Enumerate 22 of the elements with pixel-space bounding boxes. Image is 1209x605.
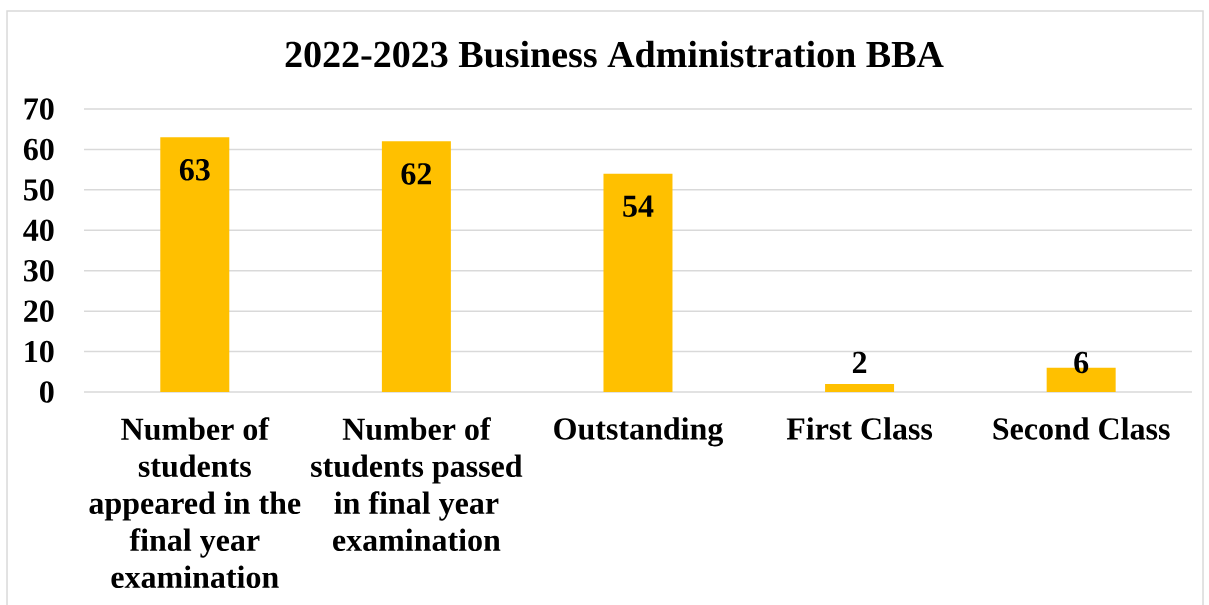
bar bbox=[603, 173, 673, 392]
y-tick-label: 60 bbox=[23, 138, 54, 161]
y-tick-label: 40 bbox=[23, 219, 54, 242]
x-tick-label: Outstanding bbox=[554, 417, 724, 447]
x-tick-label: Number of students passed in final year examination bbox=[311, 417, 523, 552]
x-tick-label: First Class bbox=[786, 417, 933, 440]
data-label: 63 bbox=[179, 159, 210, 181]
y-tick-label: 70 bbox=[24, 98, 54, 120]
y-tick-label: 50 bbox=[24, 179, 54, 201]
y-tick-label: 20 bbox=[24, 300, 54, 322]
bar bbox=[160, 137, 230, 392]
data-label: 62 bbox=[401, 163, 431, 185]
y-tick-label: 0 bbox=[40, 381, 54, 403]
data-label: 54 bbox=[623, 195, 654, 217]
data-label: 2 bbox=[852, 351, 867, 373]
x-tick-label: Number of students appeared in the final year examination bbox=[89, 417, 301, 589]
chart-title: 2022-2023 Business Administration BBA bbox=[285, 40, 944, 68]
x-tick-label: Second Class bbox=[993, 417, 1170, 440]
y-tick-label: 10 bbox=[25, 340, 54, 363]
y-tick-label: 30 bbox=[24, 259, 54, 282]
bar bbox=[825, 383, 895, 392]
bar bbox=[381, 141, 451, 392]
